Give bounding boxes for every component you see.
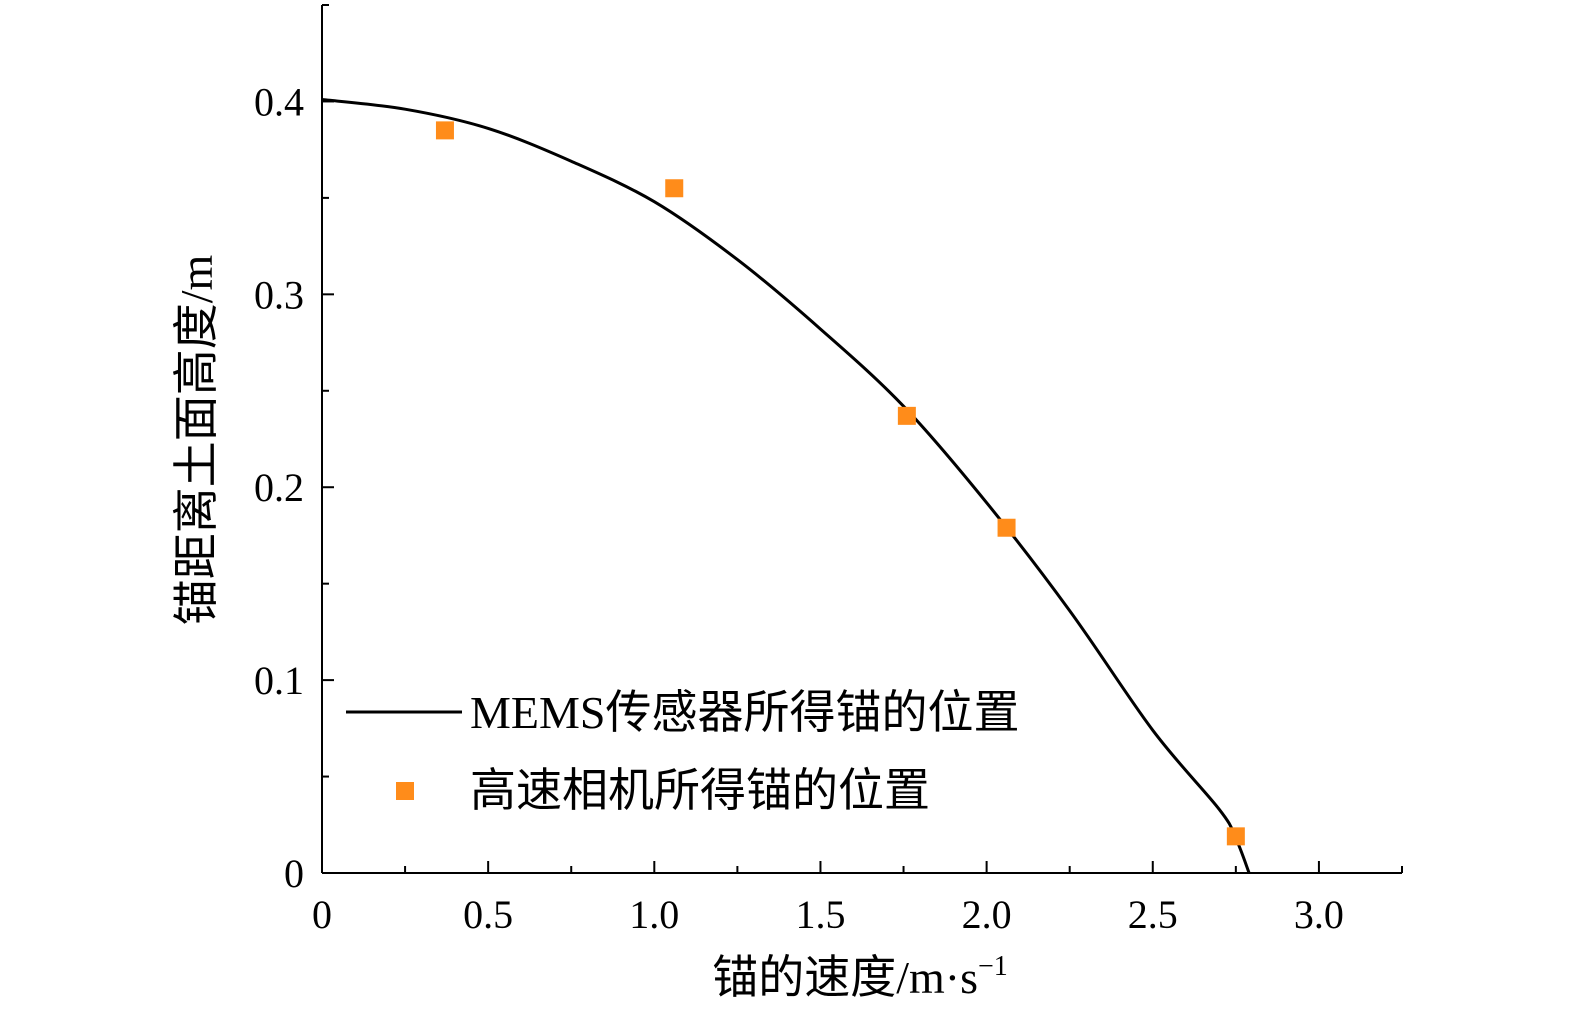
- legend-label-mems: MEMS传感器所得锚的位置: [470, 687, 1019, 738]
- x-tick-label: 0.5: [463, 892, 513, 937]
- camera-data-point: [435, 121, 454, 140]
- x-tick-label: 1.5: [795, 892, 845, 937]
- mems-series-line: [321, 98, 1251, 874]
- axis-titles: 锚的速度/m·s−1 锚距离土面高度/m: [171, 255, 1008, 1003]
- ticks: 0 0.5 1.0 1.5 2.0 2.5 3.0 0 0.1 0.2 0.3 0.4: [254, 4, 1403, 937]
- y-tick-label: 0.4: [254, 79, 304, 124]
- y-axis-title: 锚距离土面高度/m: [171, 255, 222, 626]
- camera-data-point: [1226, 827, 1245, 846]
- legend-label-camera: 高速相机所得锚的位置: [470, 765, 930, 816]
- camera-data-point: [897, 406, 916, 425]
- axes: [321, 5, 1402, 874]
- y-tick-label: 0.2: [254, 465, 304, 510]
- x-axis-title: 锚的速度/m·s−1: [712, 951, 1008, 1003]
- legend-square-swatch: [396, 782, 414, 800]
- y-tick-label: 0.1: [254, 658, 304, 703]
- x-tick-label: 2.5: [1128, 892, 1178, 937]
- camera-data-point: [665, 179, 684, 198]
- camera-data-point: [997, 518, 1016, 537]
- series-layer: [321, 98, 1251, 874]
- y-tick-label: 0: [284, 851, 304, 896]
- x-tick-label: 3.0: [1294, 892, 1344, 937]
- x-tick-label: 0: [312, 892, 332, 937]
- y-tick-label: 0.3: [254, 272, 304, 317]
- x-tick-label: 1.0: [629, 892, 679, 937]
- x-tick-label: 2.0: [962, 892, 1012, 937]
